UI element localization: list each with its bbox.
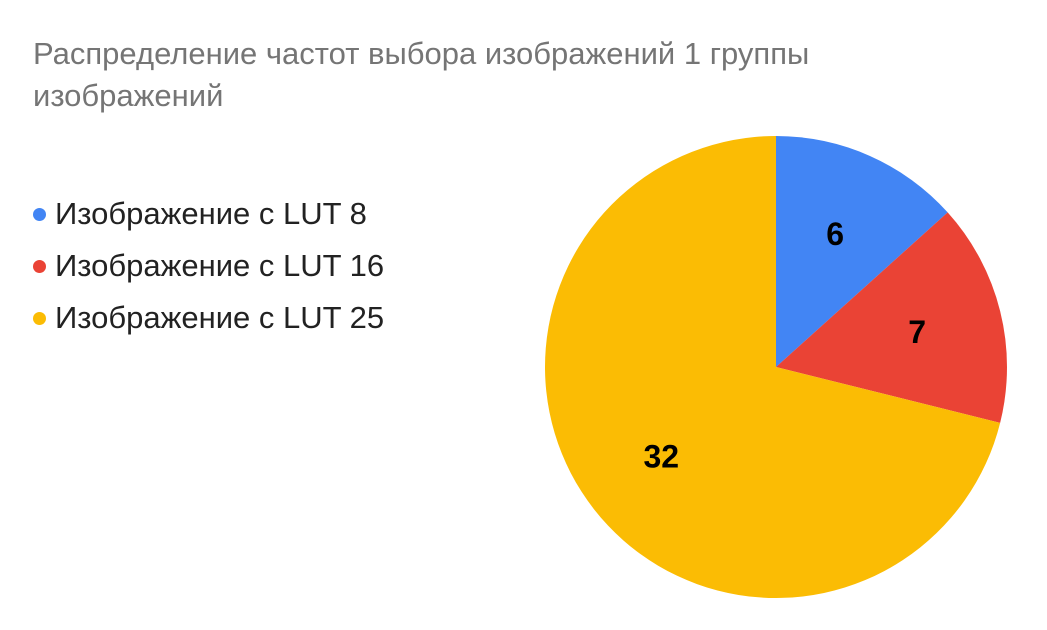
legend-marker-icon — [33, 207, 46, 221]
chart-title: Распределение частот выбора изображений … — [33, 36, 810, 113]
pie-slice — [545, 136, 1001, 598]
slice-value-label: 7 — [908, 314, 926, 350]
legend-label: Изображение с LUT 25 — [55, 300, 385, 335]
pie-labels: 6 7 32 — [644, 216, 927, 475]
slice-value-label: 6 — [826, 216, 844, 252]
legend-item: Изображение с LUT 25 — [33, 292, 384, 344]
pie-slice — [776, 136, 948, 367]
legend: Изображение с LUT 8 Изображение с LUT 16… — [33, 188, 384, 344]
pie-slice — [776, 212, 1008, 423]
legend-label: Изображение с LUT 8 — [55, 196, 367, 231]
slice-value-label: 32 — [644, 439, 680, 475]
legend-item: Изображение с LUT 8 — [33, 188, 384, 240]
legend-marker-icon — [33, 311, 46, 325]
pie-slices — [545, 136, 1008, 598]
legend-item: Изображение с LUT 16 — [33, 240, 384, 292]
legend-marker-icon — [33, 259, 46, 273]
legend-label: Изображение с LUT 16 — [55, 248, 385, 283]
